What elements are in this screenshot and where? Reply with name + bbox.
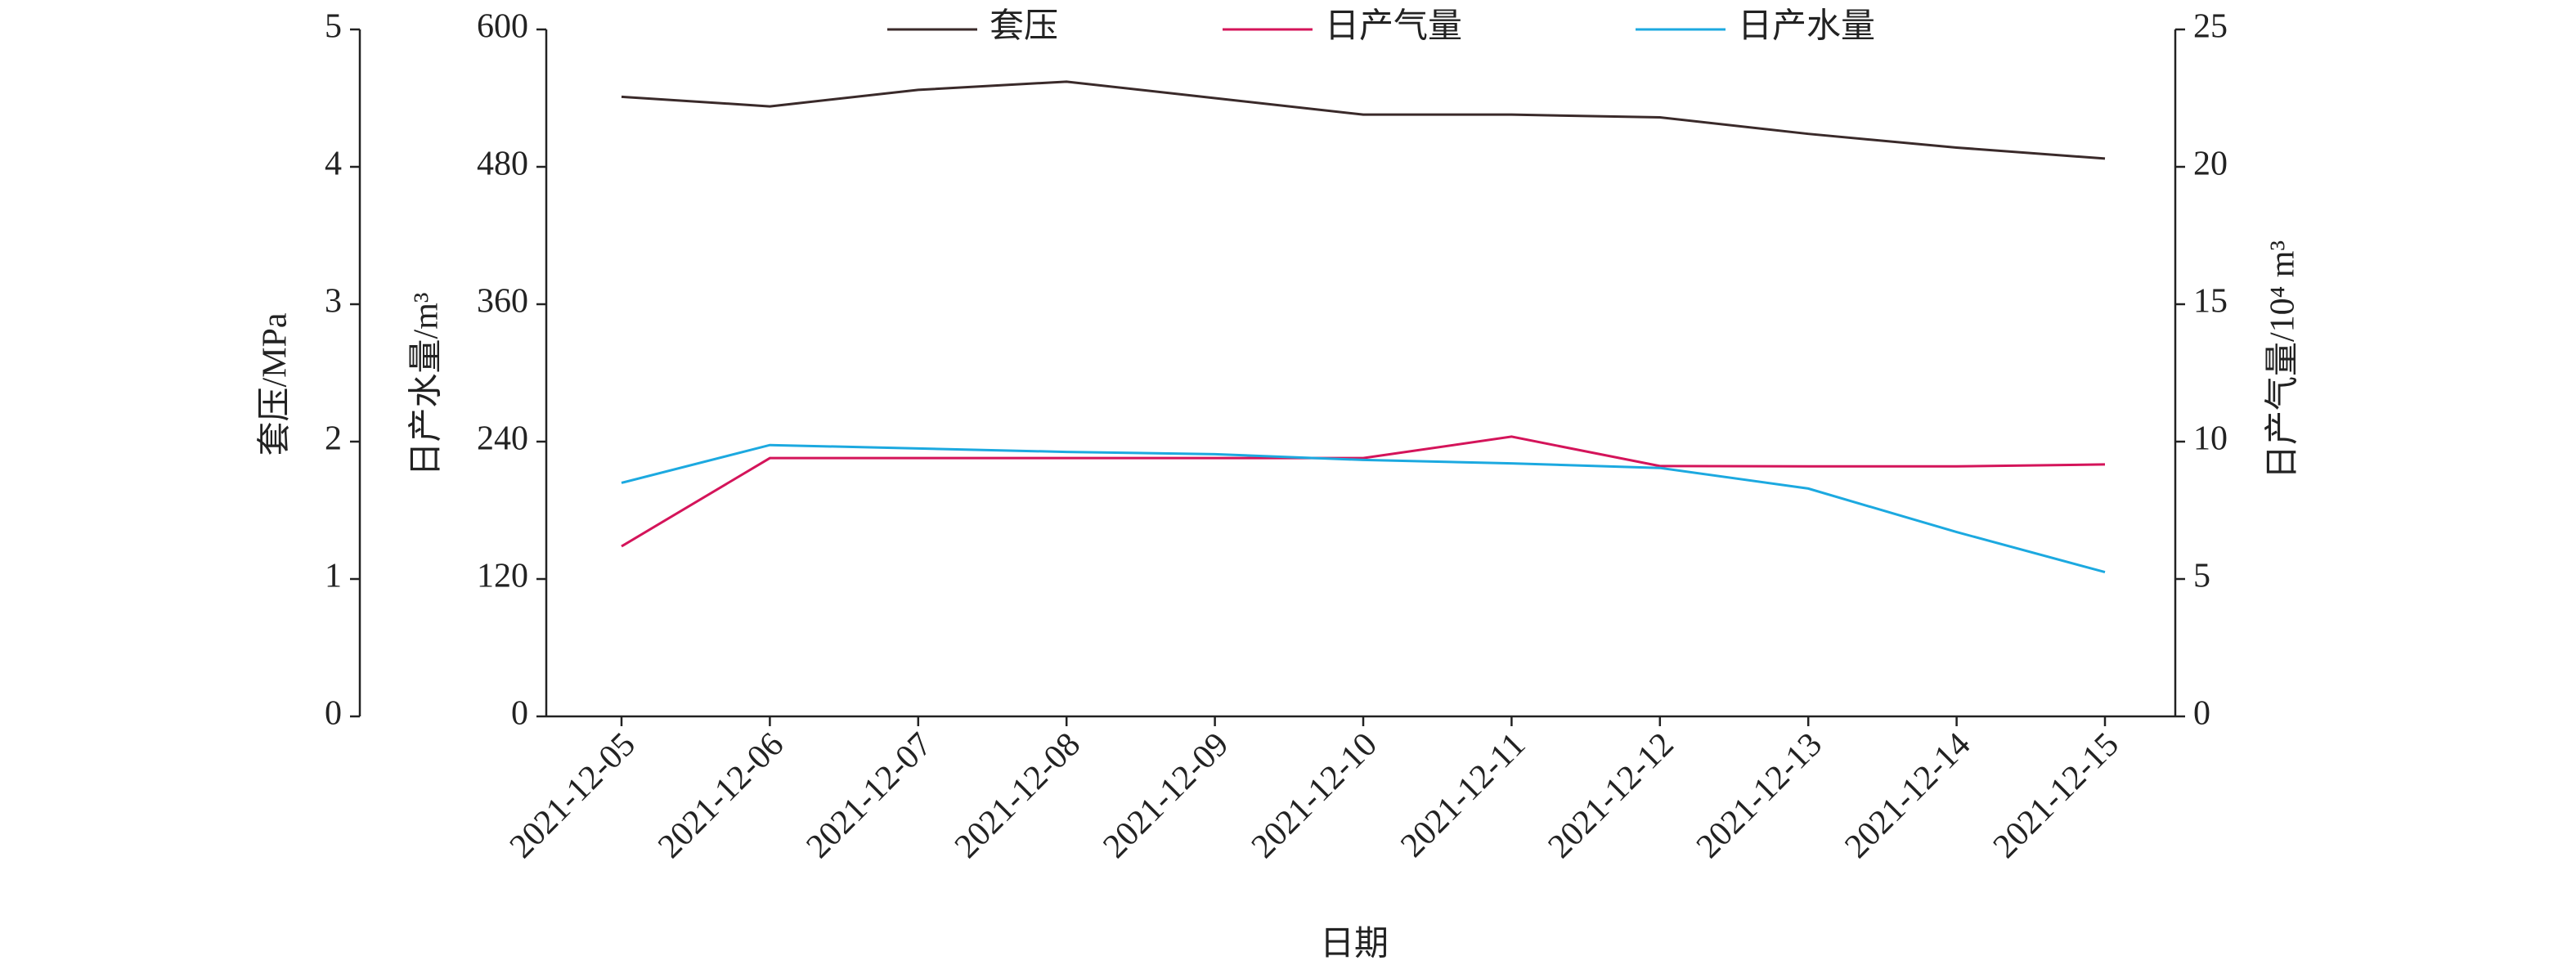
x-tick-label: 2021-12-10 [1245,725,1384,865]
x-tick-label: 2021-12-12 [1542,725,1681,865]
tick-label: 240 [477,420,528,458]
legend-label: 套压 [990,8,1058,46]
tick-label: 15 [2193,283,2228,321]
x-tick-label: 2021-12-11 [1393,725,1533,864]
tick-label: 0 [2193,695,2210,733]
tick-label: 25 [2193,8,2228,46]
tick-label: 0 [511,695,528,733]
legend-label: 日产水量 [1738,8,1875,46]
y2-axis-title: 日产气量/10⁴ m³ [2264,240,2302,479]
x-tick-label: 2021-12-05 [503,725,643,865]
tick-label: 120 [477,558,528,595]
tick-label: 3 [325,283,342,321]
series-line [621,443,2106,574]
series-line [621,435,2106,548]
x-tick-label: 2021-12-08 [948,725,1088,865]
tick-label: 5 [325,8,342,46]
x-tick-label: 2021-12-07 [800,725,940,865]
tick-label: 480 [477,146,528,183]
y-axis-title: 套压/MPa [257,312,294,456]
tick-label: 5 [2193,558,2210,595]
tick-label: 20 [2193,146,2228,183]
tick-label: 0 [325,695,342,733]
x-tick-label: 2021-12-14 [1838,725,1977,865]
tick-label: 600 [477,8,528,46]
tick-label: 10 [2193,420,2228,458]
x-tick-label: 2021-12-06 [651,725,791,865]
tick-label: 1 [325,558,342,595]
x-axis-title: 日期 [1320,926,1389,963]
series-line [621,80,2106,160]
tick-label: 360 [477,283,528,321]
x-tick-label: 2021-12-09 [1096,725,1236,865]
tick-label: 2 [325,420,342,458]
y3-axis-title: 日产水量/m³ [408,293,446,477]
legend-label: 日产气量 [1325,8,1462,46]
tick-label: 4 [325,146,342,183]
x-tick-label: 2021-12-15 [1986,725,2126,865]
x-tick-label: 2021-12-13 [1690,725,1829,865]
